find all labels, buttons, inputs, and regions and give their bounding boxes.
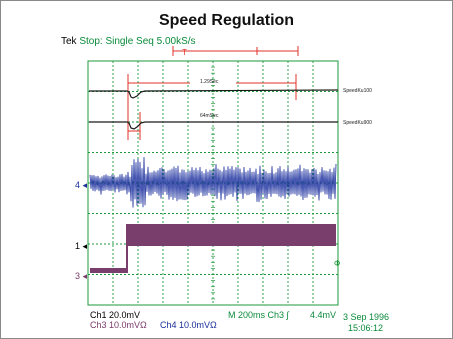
ch3-marker: 3 ◂: [75, 271, 88, 281]
time-cursors: [127, 74, 297, 140]
timebase-readout: M 200ms Ch3 ∫: [228, 310, 289, 320]
channel-4-trace: [89, 157, 337, 208]
ch3-scale: Ch3 10.0mVΩ: [90, 320, 147, 330]
ch1-scale: Ch1 20.0mV: [90, 310, 141, 320]
capture-date: 3 Sep 1996: [343, 312, 390, 322]
sample-rate: 5.00kS/s: [156, 36, 196, 47]
trigger-level-marker: Φ: [334, 259, 340, 268]
trigger-position-bar: [172, 46, 299, 56]
brand-label: Tek: [61, 36, 77, 47]
trace-label-2: SpeedKu900: [343, 120, 372, 126]
ch4-marker: 4 ◂: [75, 180, 88, 190]
acquisition-mode: Stop: Single Seq: [79, 36, 154, 47]
speed-trace-2: [89, 121, 338, 130]
scope-grid: [87, 60, 339, 306]
scope-status-line: Tek Stop: Single Seq 5.00kS/s: [61, 36, 196, 47]
ch1-marker: 1 ◂: [75, 241, 88, 251]
page-title: Speed Regulation: [158, 12, 295, 29]
trigger-level: 4.4mV: [310, 310, 337, 320]
ch4-scale: Ch4 10.0mVΩ: [160, 320, 217, 330]
channel-3-trace: [90, 224, 336, 273]
trace-label-1: SpeedKu100: [343, 88, 372, 94]
speed-trace-1: [89, 89, 339, 99]
trigger-marker: T: [182, 48, 187, 57]
capture-time: 15:06:12: [348, 323, 384, 333]
cursor-label-1: 1.29Sec: [200, 79, 219, 85]
cursor-label-2: 64mSec: [200, 113, 219, 119]
